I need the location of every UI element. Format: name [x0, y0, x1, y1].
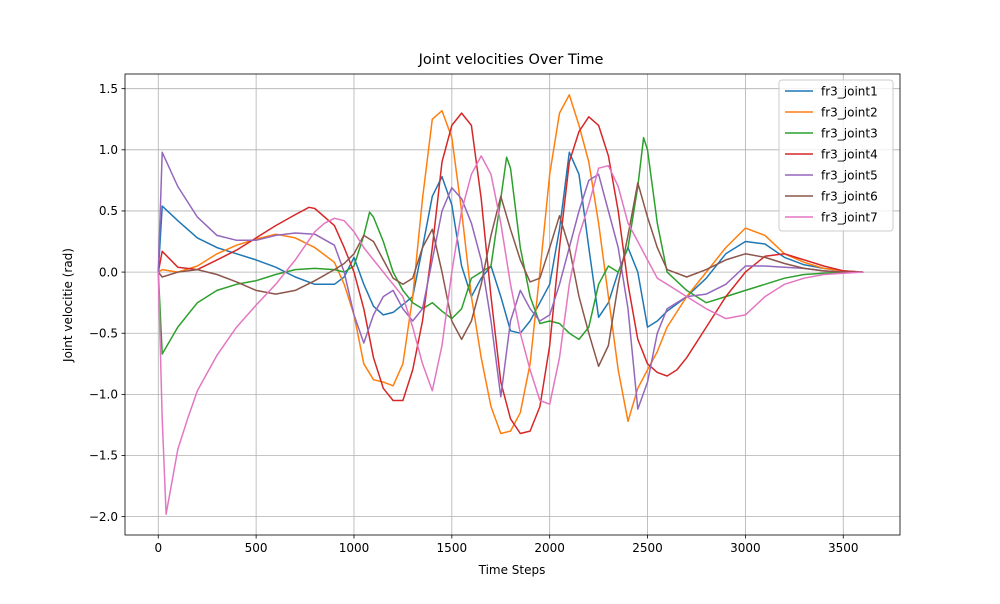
legend-entries: fr3_joint1 fr3_joint2 fr3_joint3 fr3_joint4…	[785, 84, 878, 224]
legend-label-fr3_joint5: fr3_joint5	[821, 168, 878, 182]
legend-label-fr3_joint3: fr3_joint3	[821, 126, 878, 140]
legend-label-fr3_joint1: fr3_joint1	[821, 84, 878, 98]
plot-frame	[124, 73, 901, 536]
x-tick-label: 500	[245, 541, 268, 555]
x-tick-label: 3000	[730, 541, 761, 555]
y-tick-label: −2.0	[89, 510, 118, 524]
series-line-fr3_joint3	[157, 136, 864, 355]
legend-label-fr3_joint6: fr3_joint6	[821, 189, 878, 203]
x-tick-label: 1500	[437, 541, 468, 555]
y-tick-label: −1.5	[89, 449, 118, 463]
x-tick-label: 0	[154, 541, 162, 555]
y-axis-label: Joint velocitie (rad)	[61, 248, 75, 363]
x-tick-label: 2500	[632, 541, 663, 555]
series-line-fr3_joint4	[157, 112, 864, 435]
y-tick-label: 0.0	[99, 265, 118, 279]
x-axis-label: Time Steps	[478, 563, 546, 577]
y-tick-label: 0.5	[99, 204, 118, 218]
legend-box	[778, 79, 894, 232]
y-tick-label: −0.5	[89, 326, 118, 340]
legend-label-fr3_joint4: fr3_joint4	[821, 147, 878, 161]
series-layer	[157, 94, 864, 515]
series-line-fr3_joint2	[157, 94, 864, 435]
y-tick-label: 1.0	[99, 143, 118, 157]
legend-label-fr3_joint7: fr3_joint7	[821, 210, 878, 224]
legend: fr3_joint1 fr3_joint2 fr3_joint3 fr3_joint4…	[778, 79, 894, 232]
series-line-fr3_joint1	[157, 151, 864, 334]
x-tick-label: 2000	[534, 541, 565, 555]
chart-title: Joint velocities Over Time	[418, 52, 604, 68]
x-tick-label: 1000	[339, 541, 370, 555]
x-tick-label: 3500	[828, 541, 859, 555]
ticks: 0 500 1000 1500 2000 2500 3000 3500 −2.0 −1.5 −1.0…	[89, 82, 859, 555]
legend-label-fr3_joint2: fr3_joint2	[821, 105, 878, 119]
series-line-fr3_joint7	[157, 155, 864, 515]
y-tick-label: −1.0	[89, 388, 118, 402]
y-tick-label: 1.5	[99, 82, 118, 96]
series-line-fr3_joint6	[157, 182, 864, 368]
